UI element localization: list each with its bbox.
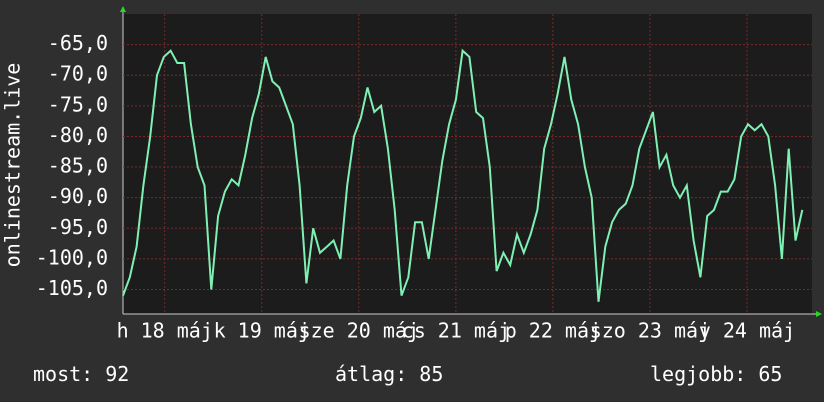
stat-label: legjobb: (650, 362, 746, 386)
stat: átlag: 85 (335, 362, 443, 386)
stat-value: 92 (105, 362, 129, 386)
x-tick-label: sze 20 máj (299, 319, 419, 343)
y-tick-label: -105,0 (36, 276, 108, 300)
y-tick-label: -100,0 (36, 245, 108, 269)
stat-value: 65 (758, 362, 782, 386)
y-tick-label: -65,0 (48, 31, 108, 55)
y-tick-label: -90,0 (48, 184, 108, 208)
plot-area (123, 14, 812, 314)
stat-value: 85 (419, 362, 443, 386)
x-arrow (816, 311, 822, 317)
x-tick-label: h 18 máj (117, 319, 213, 343)
y-tick-label: -70,0 (48, 62, 108, 86)
x-tick-label: k 19 máj (214, 319, 310, 343)
stat-label: átlag: (335, 362, 407, 386)
y-axis-label: onlinestream.live (1, 63, 25, 268)
y-tick-label: -75,0 (48, 92, 108, 116)
data-line (122, 48, 804, 302)
x-tick-label: v 24 máj (699, 319, 795, 343)
y-tick-label: -95,0 (48, 215, 108, 239)
y-tick-label: -80,0 (48, 123, 108, 147)
y-arrow (120, 6, 126, 12)
stat: most: 92 (33, 362, 129, 386)
x-tick-label: p 22 máj (505, 319, 601, 343)
stat: legjobb: 65 (650, 362, 782, 386)
stat-label: most: (33, 362, 93, 386)
x-tick-label: cs 21 máj (402, 319, 510, 343)
y-tick-label: -85,0 (48, 154, 108, 178)
x-tick-label: szo 23 máj (590, 319, 710, 343)
